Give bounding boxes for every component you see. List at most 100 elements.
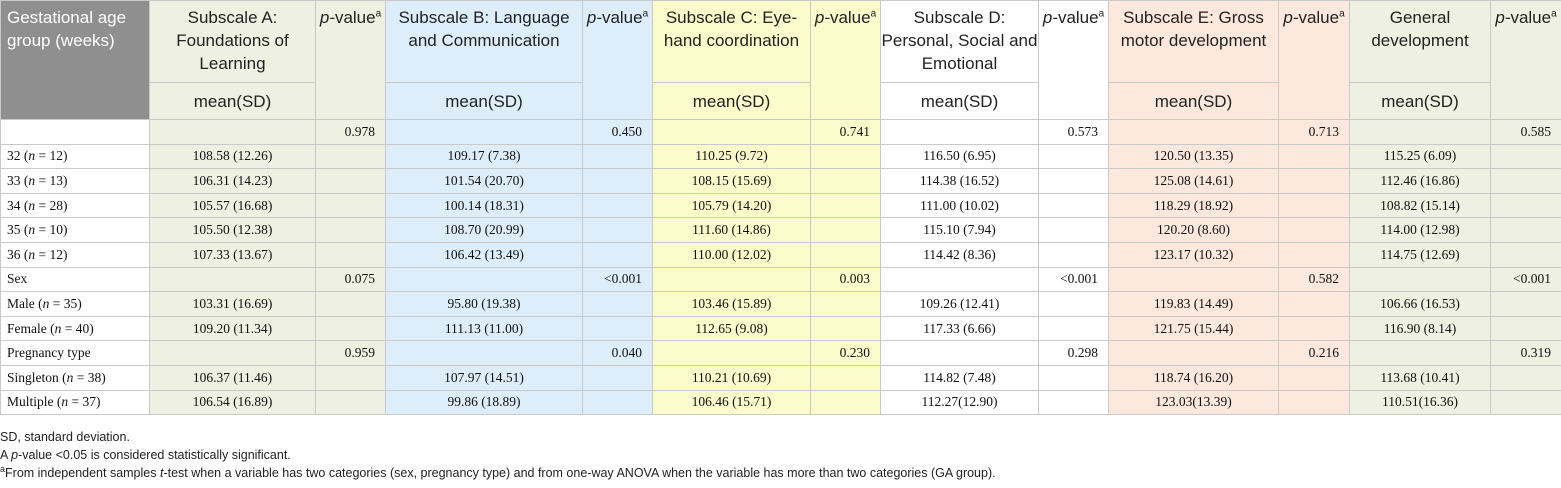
p-value-cell: 0.075 bbox=[315, 266, 386, 293]
p-value-cell: 0.713 bbox=[1278, 119, 1350, 145]
p-value-cell bbox=[315, 168, 386, 194]
p-value-cell bbox=[1490, 168, 1561, 194]
p-value-cell: 0.741 bbox=[810, 119, 881, 145]
p-value-cell bbox=[1278, 192, 1350, 219]
mean-sd-cell bbox=[880, 119, 1039, 145]
mean-sd-cell: 111.00 (10.02) bbox=[880, 192, 1039, 219]
mean-sd-cell: 114.82 (7.48) bbox=[880, 364, 1039, 391]
p-value-cell bbox=[582, 291, 653, 317]
p-value-cell: 0.573 bbox=[1038, 119, 1109, 145]
mean-sd-cell bbox=[880, 266, 1039, 293]
mean-sd-cell bbox=[880, 340, 1039, 366]
header-subscale-a: Subscale A: Foundations of Learning bbox=[149, 0, 316, 83]
mean-sd-cell: 114.38 (16.52) bbox=[880, 168, 1039, 194]
mean-sd-cell: 100.14 (18.31) bbox=[385, 192, 583, 219]
header-subscale-c: Subscale C: Eye-hand coordination bbox=[652, 0, 811, 83]
p-value-cell bbox=[582, 315, 653, 342]
p-value-cell bbox=[1038, 217, 1109, 243]
header-mean-sd: mean(SD) bbox=[652, 82, 811, 120]
mean-sd-cell: 112.65 (9.08) bbox=[652, 315, 811, 342]
p-value-cell bbox=[810, 241, 881, 268]
p-value-cell bbox=[1490, 389, 1561, 416]
mean-sd-cell: 117.33 (6.66) bbox=[880, 315, 1039, 342]
note-footnote: aFrom independent samples t-test when a … bbox=[0, 464, 996, 482]
p-value-cell bbox=[1278, 143, 1350, 170]
mean-sd-cell: 114.00 (12.98) bbox=[1349, 217, 1491, 243]
table-row: 36 (n = 12) 107.33 (13.67) 106.42 (13.49) 1… bbox=[0, 241, 1561, 268]
mean-sd-cell: 109.20 (11.34) bbox=[149, 315, 316, 342]
header-mean-sd: mean(SD) bbox=[149, 82, 316, 120]
p-value-cell: <0.001 bbox=[582, 266, 653, 293]
mean-sd-cell: 119.83 (14.49) bbox=[1108, 291, 1279, 317]
mean-sd-cell bbox=[652, 266, 811, 293]
row-label: 33 (n = 13) bbox=[0, 168, 150, 194]
mean-sd-cell: 105.79 (14.20) bbox=[652, 192, 811, 219]
table-notes: SD, standard deviation. A p-value <0.05 … bbox=[0, 428, 996, 482]
table-row: 32 (n = 12) 108.58 (12.26) 109.17 (7.38) 11… bbox=[0, 143, 1561, 170]
p-value-cell bbox=[1278, 389, 1350, 416]
table-row: Female (n = 40) 109.20 (11.34) 111.13 (11.… bbox=[0, 315, 1561, 342]
p-value-cell bbox=[1038, 315, 1109, 342]
p-value-cell: 0.585 bbox=[1490, 119, 1561, 145]
mean-sd-cell bbox=[1349, 119, 1491, 145]
mean-sd-cell: 116.50 (6.95) bbox=[880, 143, 1039, 170]
p-value-cell bbox=[1490, 291, 1561, 317]
p-value-cell: 0.978 bbox=[315, 119, 386, 145]
header-subscale-e: Subscale E: Gross motor development bbox=[1108, 0, 1279, 83]
mean-sd-cell: 101.54 (20.70) bbox=[385, 168, 583, 194]
mean-sd-cell: 105.50 (12.38) bbox=[149, 217, 316, 243]
footnote-text: From independent samples t-test when a v… bbox=[5, 466, 996, 480]
mean-sd-cell: 111.60 (14.86) bbox=[652, 217, 811, 243]
p-value-cell bbox=[315, 217, 386, 243]
header-p-value-e: p-valuea bbox=[1278, 0, 1350, 120]
mean-sd-cell: 95.80 (19.38) bbox=[385, 291, 583, 317]
mean-sd-cell: 106.66 (16.53) bbox=[1349, 291, 1491, 317]
footnote-mark: a bbox=[0, 463, 6, 474]
p-value-label: p-value bbox=[586, 8, 643, 27]
mean-sd-cell: 110.00 (12.02) bbox=[652, 241, 811, 268]
p-value-cell bbox=[582, 168, 653, 194]
mean-sd-cell: 108.82 (15.14) bbox=[1349, 192, 1491, 219]
mean-sd-cell: 105.57 (16.68) bbox=[149, 192, 316, 219]
mean-sd-cell: 103.31 (16.69) bbox=[149, 291, 316, 317]
p-value-cell bbox=[810, 168, 881, 194]
mean-sd-cell: 112.46 (16.86) bbox=[1349, 168, 1491, 194]
mean-sd-cell bbox=[385, 340, 583, 366]
mean-sd-cell bbox=[1108, 340, 1279, 366]
table-row: 33 (n = 13) 106.31 (14.23) 101.54 (20.70) 1… bbox=[0, 168, 1561, 194]
table-body: 0.978 0.450 0.741 0.573 0.713 0.585 32 (n = 12… bbox=[0, 119, 1561, 416]
p-value-cell: 0.003 bbox=[810, 266, 881, 293]
table-row: 35 (n = 10) 105.50 (12.38) 108.70 (20.99) 1… bbox=[0, 217, 1561, 243]
header-ga-group: Gestational age group (weeks) bbox=[0, 0, 150, 120]
p-value-cell bbox=[1278, 168, 1350, 194]
header-mean-sd: mean(SD) bbox=[1349, 82, 1491, 120]
p-value-cell bbox=[315, 389, 386, 416]
mean-sd-cell: 113.68 (10.41) bbox=[1349, 364, 1491, 391]
header-subscale-d: Subscale D: Personal, Social and Emotion… bbox=[880, 0, 1039, 83]
p-value-cell: 0.040 bbox=[582, 340, 653, 366]
p-value-cell bbox=[1038, 241, 1109, 268]
p-value-cell bbox=[810, 315, 881, 342]
mean-sd-cell: 106.31 (14.23) bbox=[149, 168, 316, 194]
mean-sd-cell: 108.70 (20.99) bbox=[385, 217, 583, 243]
p-value-cell bbox=[1490, 241, 1561, 268]
p-value-cell bbox=[315, 192, 386, 219]
row-label: Male (n = 35) bbox=[0, 291, 150, 317]
mean-sd-cell: 114.75 (12.69) bbox=[1349, 241, 1491, 268]
table-row: Pregnancy type 0.959 0.040 0.230 0.298 0.216 0… bbox=[0, 340, 1561, 366]
mean-sd-cell: 110.25 (9.72) bbox=[652, 143, 811, 170]
p-value-cell: 0.216 bbox=[1278, 340, 1350, 366]
mean-sd-cell bbox=[149, 340, 316, 366]
table-row: Sex 0.075 <0.001 0.003 <0.001 0.582 <0.001 bbox=[0, 266, 1561, 293]
p-value-cell: 0.319 bbox=[1490, 340, 1561, 366]
p-value-label: p-value bbox=[814, 8, 871, 27]
header-subrow: mean(SD) mean(SD) mean(SD) mean(SD) mean… bbox=[1, 82, 1561, 120]
mean-sd-cell: 111.13 (11.00) bbox=[385, 315, 583, 342]
p-value-cell bbox=[1038, 168, 1109, 194]
p-value-cell bbox=[1278, 291, 1350, 317]
p-value-cell bbox=[1278, 241, 1350, 268]
mean-sd-cell bbox=[1349, 340, 1491, 366]
mean-sd-cell bbox=[1108, 119, 1279, 145]
mean-sd-cell: 106.42 (13.49) bbox=[385, 241, 583, 268]
mean-sd-cell bbox=[385, 119, 583, 145]
